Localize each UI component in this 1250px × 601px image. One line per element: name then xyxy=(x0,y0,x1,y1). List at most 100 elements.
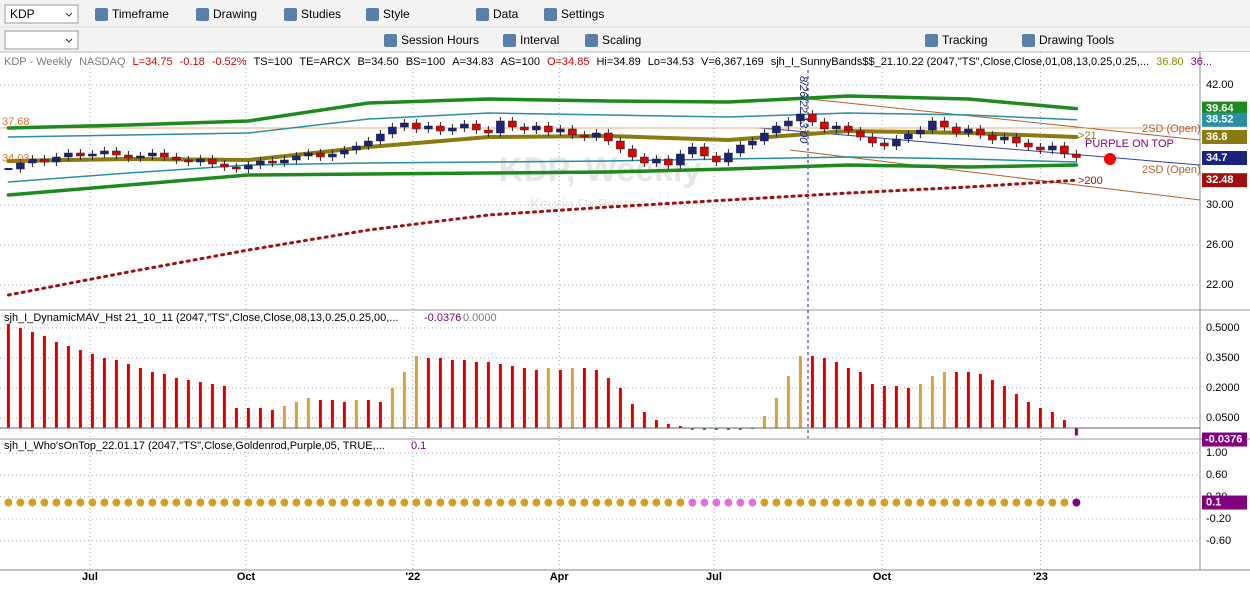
state-dot xyxy=(940,498,949,507)
price-label: 34.7 xyxy=(1206,152,1227,164)
toolbar-button[interactable]: Session Hours xyxy=(401,33,479,47)
state-dot xyxy=(952,498,961,507)
hist-bar xyxy=(306,398,310,428)
state-dot xyxy=(268,498,277,507)
toolbar-icon[interactable] xyxy=(366,8,379,21)
symbol[interactable]: KDP xyxy=(10,7,35,21)
hist-bar xyxy=(666,424,670,428)
toolbar-icon[interactable] xyxy=(585,34,598,47)
toolbar-button[interactable]: Style xyxy=(383,7,410,21)
symbol-box[interactable] xyxy=(4,4,79,24)
toolbar-button[interactable]: Data xyxy=(493,7,519,21)
candle xyxy=(124,154,133,159)
legend-text: 36... xyxy=(1191,56,1212,68)
hist-bar xyxy=(1002,386,1006,428)
candle xyxy=(472,123,481,131)
state-dot xyxy=(640,498,649,507)
candle xyxy=(388,126,397,135)
toolbar-button[interactable]: Tracking xyxy=(942,33,988,47)
state-dot xyxy=(304,498,313,507)
state-dot xyxy=(496,498,505,507)
hist-bar xyxy=(162,374,166,428)
toolbar-icon[interactable] xyxy=(1022,34,1035,47)
candle xyxy=(16,162,25,170)
hist-bar xyxy=(774,398,778,428)
candle xyxy=(904,133,913,140)
toolbar-button[interactable]: Drawing xyxy=(213,7,257,21)
legend-text: V=6,367,169 xyxy=(701,56,764,68)
candle xyxy=(256,160,265,166)
hist-bar xyxy=(606,378,610,428)
hist-bar xyxy=(870,384,874,428)
value-label: -0.0376 xyxy=(1205,433,1242,445)
state-dot xyxy=(256,498,265,507)
toolbar-button[interactable]: Settings xyxy=(561,7,604,21)
hist-bar xyxy=(18,328,22,428)
legend-text: AS=100 xyxy=(500,56,539,68)
hist-bar xyxy=(1050,412,1054,428)
y-tick-label: 0.2000 xyxy=(1206,382,1240,394)
candle xyxy=(616,140,625,150)
candle xyxy=(964,128,973,134)
price-label-bg xyxy=(1202,130,1247,144)
toolbar-icon[interactable] xyxy=(544,8,557,21)
hist-bar xyxy=(462,360,466,428)
toolbar-icon[interactable] xyxy=(476,8,489,21)
candle xyxy=(496,120,505,134)
state-dot xyxy=(844,498,853,507)
toolbar-button[interactable]: Interval xyxy=(520,33,559,47)
toolbar-button[interactable]: Scaling xyxy=(602,33,641,47)
state-dot xyxy=(976,498,985,507)
candle xyxy=(412,122,421,130)
candle xyxy=(832,125,841,130)
hist-bar xyxy=(234,408,238,428)
candle xyxy=(976,128,985,136)
price-label-bg xyxy=(1202,151,1247,165)
candle xyxy=(220,163,229,168)
toolbar-button[interactable]: Studies xyxy=(301,7,341,21)
legend-text: Hi=34.89 xyxy=(596,56,640,68)
toolbar-icon[interactable] xyxy=(384,34,397,47)
hist-bar xyxy=(222,386,226,428)
hist-bar xyxy=(726,428,730,430)
candle xyxy=(736,144,745,154)
input-box[interactable] xyxy=(4,30,79,50)
toolbar-icon[interactable] xyxy=(95,8,108,21)
toolbar-button[interactable]: Timeframe xyxy=(112,7,169,21)
candle xyxy=(64,152,73,158)
hist-bar xyxy=(30,332,34,428)
state-dot xyxy=(148,498,157,507)
candle xyxy=(940,120,949,128)
candle xyxy=(112,150,121,156)
toolbar-icon[interactable] xyxy=(503,34,516,47)
state-dot xyxy=(328,498,337,507)
candle xyxy=(760,132,769,142)
band-line xyxy=(6,94,1079,130)
state-dot xyxy=(88,498,97,507)
state-dot xyxy=(244,498,253,507)
candle xyxy=(316,152,325,158)
x-tick-label: '22 xyxy=(405,571,420,583)
toolbar-icon[interactable] xyxy=(284,8,297,21)
candle xyxy=(328,153,337,158)
state-dot xyxy=(832,498,841,507)
candle xyxy=(232,166,241,170)
candle xyxy=(172,156,181,161)
candle xyxy=(508,120,517,128)
hist-bar xyxy=(1014,394,1018,428)
candle xyxy=(304,152,313,157)
candle xyxy=(196,158,205,163)
toolbar-icon[interactable] xyxy=(925,34,938,47)
toolbar-icon[interactable] xyxy=(196,8,209,21)
value-label-bg xyxy=(1202,495,1247,510)
legend-text: B=34.50 xyxy=(357,56,398,68)
hist-bar xyxy=(906,388,910,428)
state-dot xyxy=(1012,498,1021,507)
hist-bar xyxy=(174,378,178,428)
state-dot xyxy=(136,498,145,507)
hist-bar xyxy=(990,380,994,428)
hist-bar xyxy=(378,402,382,428)
state-dot xyxy=(280,498,289,507)
toolbar-button[interactable]: Drawing Tools xyxy=(1039,33,1114,47)
